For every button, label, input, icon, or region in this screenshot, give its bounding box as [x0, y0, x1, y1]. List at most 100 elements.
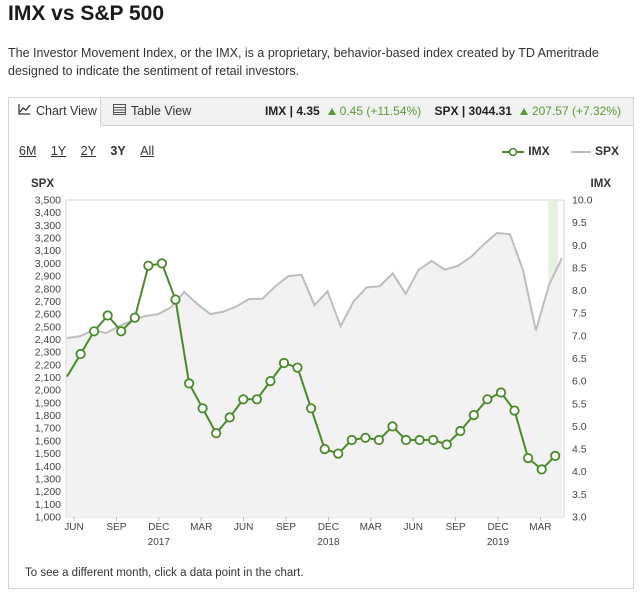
imx-data-point[interactable] — [170, 294, 181, 305]
imx-data-point[interactable] — [238, 394, 249, 405]
imx-data-point[interactable] — [414, 434, 425, 446]
imx-data-point[interactable] — [89, 326, 100, 337]
right-axis-tick-label: 7.5 — [572, 308, 587, 320]
left-axis-title: SPX — [31, 178, 55, 190]
tab-chart-view-label: Chart View — [36, 104, 97, 118]
imx-data-point[interactable] — [251, 394, 262, 405]
left-axis-tick-label: 3,100 — [35, 245, 61, 257]
right-axis-tick-label: 4.5 — [572, 444, 587, 456]
x-axis-tick-label: JUN — [403, 522, 422, 533]
imx-data-point[interactable] — [116, 326, 127, 337]
legend-spx[interactable]: SPX — [570, 144, 619, 158]
x-axis-tick-label: DEC — [487, 522, 508, 533]
imx-data-point[interactable] — [211, 428, 222, 439]
right-axis-tick-label: 6.5 — [572, 353, 587, 365]
imx-data-point[interactable] — [468, 409, 479, 421]
right-axis-tick-label: 8.0 — [572, 285, 587, 297]
left-axis-tick-label: 1,900 — [35, 397, 61, 409]
imx-data-point[interactable] — [305, 403, 317, 414]
x-axis-tick-label: JUN — [64, 522, 83, 533]
imx-data-point[interactable] — [455, 425, 466, 437]
left-axis-tick-label: 2,800 — [35, 283, 61, 295]
legend-spx-label: SPX — [594, 144, 619, 158]
imx-data-point[interactable] — [143, 260, 154, 271]
imx-data-point[interactable] — [400, 434, 412, 446]
left-axis-tick-label: 1,200 — [35, 486, 61, 498]
left-axis-tick-label: 1,100 — [35, 499, 61, 511]
left-axis-tick-label: 3,000 — [35, 258, 61, 270]
range-2y[interactable]: 2Y — [80, 144, 96, 158]
left-axis-tick-label: 3,200 — [35, 233, 61, 245]
imx-data-point[interactable] — [319, 443, 330, 455]
imx-data-point[interactable] — [102, 310, 113, 321]
chart-legend: IMX SPX — [484, 144, 619, 158]
left-axis-tick-label: 2,100 — [35, 372, 61, 384]
tab-chart-view[interactable]: Chart View — [9, 98, 101, 126]
imx-data-point[interactable] — [536, 464, 547, 475]
chart-panel: Chart View Table View IMX | 4.35 0.45 (+1… — [8, 97, 634, 589]
imx-data-point[interactable] — [156, 258, 167, 269]
imx-data-point[interactable] — [75, 348, 86, 360]
right-axis-tick-label: 10.0 — [572, 195, 593, 207]
tab-table-view[interactable]: Table View — [109, 98, 199, 125]
left-axis-tick-label: 1,500 — [35, 448, 61, 460]
imx-data-point[interactable] — [360, 432, 371, 443]
range-selector: 6M 1Y 2Y 3Y All — [19, 144, 165, 158]
legend-imx-label: IMX — [528, 144, 550, 158]
left-axis-tick-label: 3,300 — [35, 220, 61, 232]
left-axis-tick-label: 1,000 — [35, 512, 61, 524]
spx-quote: SPX | 3044.31 — [434, 104, 512, 118]
x-axis-year-label: 2017 — [148, 537, 171, 548]
imx-data-point[interactable] — [333, 448, 344, 459]
range-3y[interactable]: 3Y — [110, 144, 126, 158]
x-axis-tick-label: MAR — [529, 522, 551, 533]
left-axis-tick-label: 2,400 — [35, 334, 61, 346]
range-all[interactable]: All — [140, 144, 155, 158]
imx-data-point[interactable] — [373, 434, 384, 446]
imx-data-point[interactable] — [550, 450, 561, 461]
imx-data-point[interactable] — [495, 387, 507, 398]
imx-data-point[interactable] — [197, 403, 208, 414]
imx-data-point[interactable] — [184, 378, 195, 389]
x-axis-tick-label: MAR — [190, 522, 212, 533]
imx-data-point[interactable] — [292, 362, 303, 373]
x-axis-year-label: 2019 — [487, 537, 510, 548]
left-axis-tick-label: 2,300 — [35, 347, 61, 359]
spx-area — [67, 233, 562, 517]
right-axis-tick-label: 9.5 — [572, 217, 587, 229]
imx-data-point[interactable] — [265, 375, 276, 387]
right-axis-tick-label: 4.0 — [572, 466, 587, 478]
left-axis-tick-label: 3,400 — [35, 207, 61, 219]
imx-data-point[interactable] — [428, 434, 439, 446]
imx-data-point[interactable] — [346, 434, 357, 446]
legend-imx[interactable]: IMX — [502, 144, 550, 158]
imx-spx-chart: 3,5003,4003,3003,2003,1003,0002,9002,800… — [35, 195, 593, 549]
table-icon — [113, 98, 126, 125]
imx-data-point[interactable] — [224, 412, 235, 423]
right-axis-tick-label: 3.5 — [572, 489, 587, 501]
spx-series-line — [66, 231, 563, 339]
imx-data-point[interactable] — [509, 405, 520, 416]
left-axis-tick-label: 2,000 — [35, 385, 61, 397]
left-axis-tick-label: 1,800 — [35, 410, 61, 422]
right-axis-tick-label: 6.0 — [572, 376, 587, 388]
x-axis-tick-label: SEP — [106, 522, 126, 533]
left-axis-tick-label: 2,900 — [35, 271, 61, 283]
page-description: The Investor Movement Index, or the IMX,… — [8, 46, 599, 78]
spx-up-arrow-icon — [519, 108, 528, 115]
left-axis-tick-label: 1,600 — [35, 435, 61, 447]
imx-data-point[interactable] — [387, 421, 398, 432]
imx-data-point[interactable] — [522, 452, 534, 464]
x-axis-tick-label: SEP — [276, 522, 296, 533]
imx-data-point[interactable] — [441, 439, 452, 450]
range-6m[interactable]: 6M — [19, 144, 37, 158]
imx-data-point[interactable] — [482, 394, 493, 405]
right-axis-tick-label: 3.0 — [572, 512, 587, 524]
imx-data-point[interactable] — [129, 312, 140, 323]
x-axis-year-label: 2018 — [317, 537, 340, 548]
right-axis-tick-label: 7.0 — [572, 330, 587, 342]
right-axis-tick-label: 9.0 — [572, 240, 587, 252]
imx-data-point[interactable] — [278, 357, 290, 369]
x-axis-tick-label: SEP — [446, 522, 466, 533]
range-1y[interactable]: 1Y — [50, 144, 67, 158]
